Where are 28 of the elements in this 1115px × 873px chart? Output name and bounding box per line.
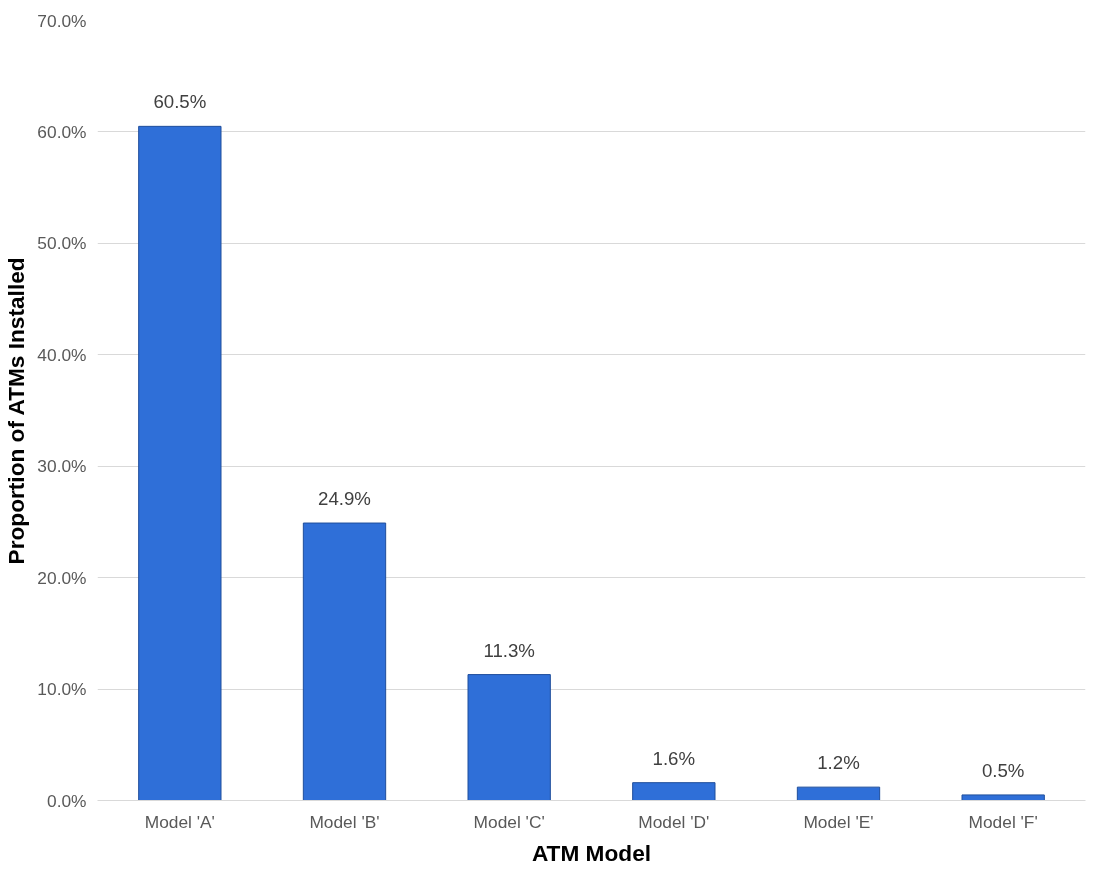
bar [138,125,222,801]
x-tick-label: Model 'F' [968,811,1038,832]
data-label: 24.9% [318,488,371,510]
y-tick-label: 50.0% [37,233,87,254]
x-axis-title: ATM Model [531,839,652,866]
bar [302,522,387,801]
bar [632,782,716,801]
data-label: 11.3% [483,639,535,661]
y-tick-label: 40.0% [37,344,87,365]
x-tick-label: Model 'B' [309,811,380,832]
y-tick-label: 30.0% [37,456,87,477]
data-label: 1.6% [652,747,696,769]
x-tick-label: Model 'C' [473,811,545,832]
x-tick-label: Model 'A' [144,811,215,832]
bar [961,794,1045,801]
y-tick-label: 10.0% [37,679,87,700]
y-tick-label: 60.0% [37,121,87,142]
x-tick-label: Model 'D' [638,811,710,832]
x-tick-label: Model 'E' [803,811,874,832]
data-label: 1.2% [817,752,860,774]
y-tick-label: 0.0% [47,790,87,811]
y-tick-label: 70.0% [37,10,87,31]
bar [796,786,881,801]
y-axis-title: Proportion of ATMs Installed [3,257,30,565]
y-tick-label: 20.0% [37,567,87,588]
data-label: 0.5% [981,759,1025,781]
bar [467,674,551,801]
data-label: 60.5% [153,91,207,113]
